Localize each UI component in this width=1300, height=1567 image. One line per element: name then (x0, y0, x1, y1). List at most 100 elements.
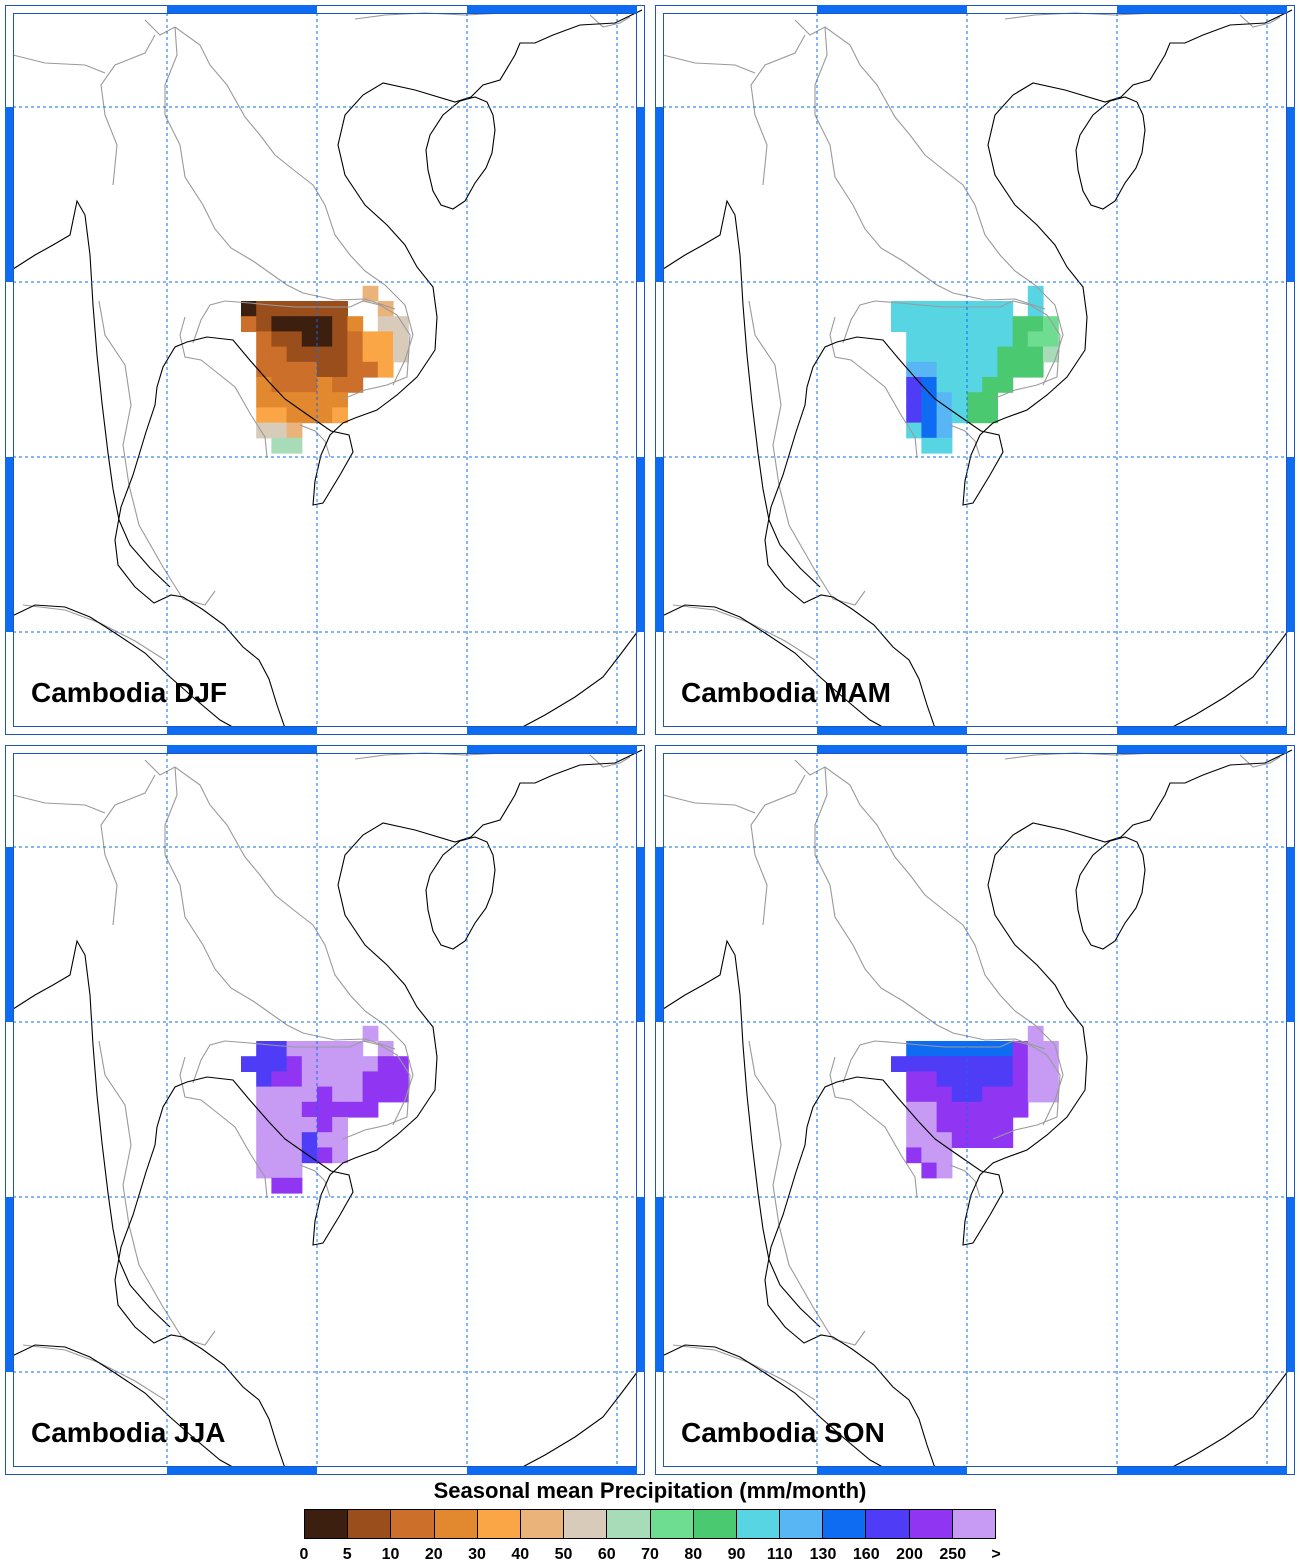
country-border (12, 794, 106, 814)
precip-cell (271, 361, 288, 378)
legend-color-box (952, 1510, 995, 1538)
precip-cell (967, 1056, 983, 1072)
precip-cell (951, 1086, 968, 1103)
precip-cell (362, 1025, 379, 1042)
precip-cell (1012, 1041, 1029, 1057)
precip-cell (921, 1041, 938, 1057)
precip-cell (256, 407, 272, 424)
precip-cell (271, 437, 288, 454)
precip-cell (377, 1086, 394, 1103)
precip-cell (256, 392, 272, 408)
precip-cell (332, 407, 348, 424)
country-border (1239, 14, 1281, 28)
country-border (814, 766, 1046, 1050)
precip-cell (906, 407, 922, 424)
precip-cell (301, 1117, 318, 1133)
precip-cell (951, 377, 968, 393)
country-border (750, 774, 806, 926)
precip-cell (286, 1132, 303, 1148)
precip-cell (906, 1056, 922, 1072)
precip-cell (1027, 285, 1044, 302)
country-border (144, 759, 414, 1126)
precip-cell (906, 1086, 922, 1103)
precip-cell (286, 1177, 303, 1194)
coastline (114, 9, 643, 732)
precip-cell (256, 1147, 272, 1164)
precip-cell (997, 1056, 1014, 1072)
precip-cell (997, 301, 1014, 317)
precip-cell (256, 331, 272, 348)
precip-cell (936, 1086, 953, 1103)
precip-cell (1012, 1056, 1029, 1072)
precip-cell (286, 1041, 303, 1057)
precip-cell (982, 377, 998, 393)
precip-cell (906, 1071, 922, 1088)
legend-label: 130 (809, 1546, 837, 1563)
legend-color-box (348, 1510, 392, 1538)
legend-label: 110 (766, 1546, 793, 1563)
precip-cell (317, 346, 333, 363)
precip-cell (317, 316, 333, 332)
precip-cell (301, 331, 318, 348)
precip-cell (1012, 316, 1029, 332)
precip-cell (891, 1056, 907, 1072)
country-border (750, 34, 806, 186)
coastline (514, 624, 643, 732)
precip-cell (891, 316, 907, 332)
precip-cell (271, 316, 288, 332)
legend-label: 50 (554, 1546, 573, 1563)
precip-cell (332, 1056, 348, 1072)
precip-cell (936, 1132, 953, 1148)
precip-cell (906, 346, 922, 363)
precip-cell (997, 316, 1014, 332)
frame-ticks (655, 5, 1295, 735)
precip-cell (921, 1162, 938, 1179)
frame-ticks (655, 745, 1295, 1475)
precip-cell (906, 1117, 922, 1133)
precip-cell (241, 316, 257, 332)
precip-cell (967, 361, 983, 378)
legend-color-box (780, 1510, 824, 1538)
precip-cell (936, 437, 953, 454)
coastline (1164, 624, 1293, 732)
precip-cell (921, 331, 938, 348)
precip-cell (286, 407, 303, 424)
panel-frame-inner (13, 13, 637, 727)
precip-cell (982, 1117, 998, 1133)
precip-cell (967, 301, 983, 317)
country-border (12, 54, 106, 74)
precip-cell (951, 361, 968, 378)
precip-cell (982, 1056, 998, 1072)
precip-cell (332, 1101, 348, 1118)
precip-cell (997, 377, 1014, 393)
precip-cell (1027, 1071, 1044, 1088)
country-border (299, 424, 331, 458)
precip-cell (256, 1117, 272, 1133)
precip-cell (921, 346, 938, 363)
country-border (662, 54, 756, 74)
precip-cell (951, 1056, 968, 1072)
precip-cell (967, 377, 983, 393)
country-border (814, 26, 1046, 310)
panel-title-mam: Cambodia MAM (681, 677, 891, 708)
precip-cell (317, 1117, 333, 1133)
legend-color-box (564, 1510, 608, 1538)
legend-color-box (823, 1510, 867, 1538)
precip-cell (921, 1132, 938, 1148)
precip-cell (317, 1056, 333, 1072)
coastline (659, 1344, 891, 1472)
precip-cell (1043, 346, 1059, 363)
precip-cell (906, 331, 922, 348)
precip-cell (347, 1056, 364, 1072)
precip-cell (921, 1147, 938, 1164)
precip-cell (982, 392, 998, 408)
precip-cell (1012, 361, 1029, 378)
precip-cell (1027, 316, 1044, 332)
precip-cell (936, 422, 953, 439)
graticule (663, 753, 1287, 1467)
precip-cell (967, 407, 983, 424)
map-mam (655, 5, 1295, 735)
precip-cell (1012, 1071, 1029, 1088)
precip-cell (982, 407, 998, 424)
precip-cell (301, 377, 318, 393)
